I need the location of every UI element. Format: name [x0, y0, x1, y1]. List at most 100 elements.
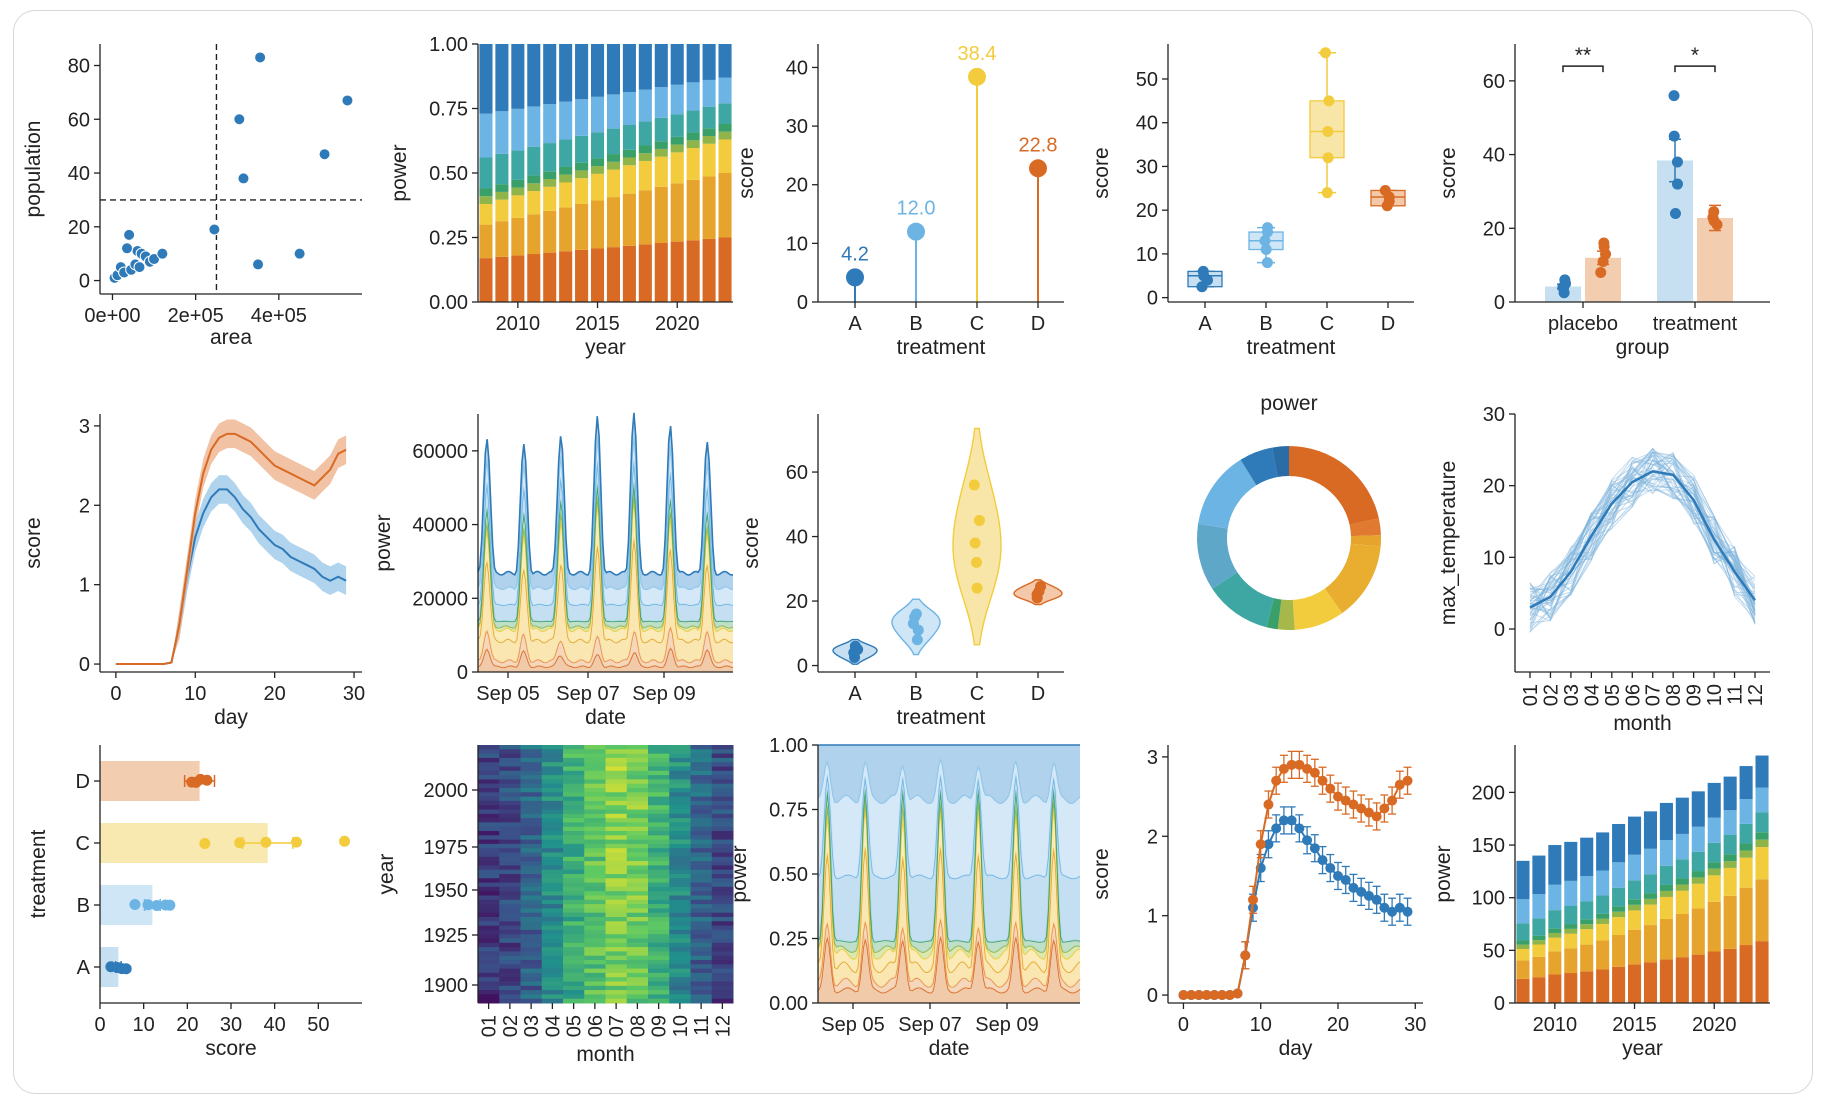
heatmap-cell — [584, 753, 606, 759]
series-point — [1286, 815, 1297, 826]
year-line — [1529, 477, 1756, 618]
stacked-bar-segment — [1755, 832, 1769, 840]
heatmap-cell — [669, 968, 691, 974]
heatmap-cell — [626, 882, 649, 888]
heatmap-cell — [605, 831, 628, 836]
heatmap-cell — [626, 843, 649, 849]
heatmap-cell — [605, 788, 628, 793]
stacked-bar-segment — [1548, 937, 1562, 952]
stacked-bar-segment — [543, 171, 557, 180]
heatmap-cell — [478, 882, 500, 888]
heatmap-cell — [520, 994, 543, 1000]
stacked-bar-segment — [702, 143, 716, 177]
x-tick-label: D — [1031, 313, 1045, 335]
stacked-bar-segment — [1755, 879, 1769, 942]
x-tick-label: 11 — [1725, 684, 1747, 705]
heatmap-cell — [711, 835, 734, 841]
heatmap-cell — [669, 805, 691, 810]
heatmap-cell — [541, 749, 564, 755]
heatmap-cell — [669, 843, 691, 849]
heatmap-cell — [584, 796, 606, 802]
heatmap-cell — [499, 775, 521, 780]
heatmap-cell — [520, 809, 543, 815]
heatmap-cell — [669, 878, 691, 884]
heatmap-cell — [626, 947, 649, 952]
heatmap-cell — [478, 977, 500, 982]
heatmap-cell — [563, 869, 585, 875]
x-tick-label: 05 — [564, 1015, 586, 1037]
stacked-bar-segment — [1659, 890, 1673, 897]
x-tick-label: 10 — [133, 1014, 155, 1036]
heatmap-cell — [690, 981, 713, 987]
stacked-bar-segment — [606, 44, 621, 95]
stacked-bar-segment — [1532, 855, 1546, 895]
series-point — [1402, 906, 1413, 917]
heatmap-cell — [648, 805, 670, 810]
heatmap-cell — [563, 813, 585, 819]
heatmap-cell — [626, 951, 649, 957]
y-axis-label: score — [740, 517, 763, 568]
stacked-bar-segment — [1739, 857, 1753, 888]
x-tick-label: A — [1198, 313, 1212, 335]
heatmap-cell — [626, 938, 649, 944]
y-tick-label: 40 — [786, 527, 808, 549]
lollipop-head — [968, 67, 986, 86]
stacked-bar-segment — [527, 146, 541, 176]
heatmap-cell — [690, 985, 713, 991]
stacked-bar-segment — [1659, 918, 1673, 960]
heatmap-cell — [520, 783, 543, 789]
heatmap-cell — [520, 899, 543, 905]
heatmap-cell — [690, 779, 713, 785]
stacked-bar-segment — [590, 132, 605, 159]
heatmap-cell — [541, 762, 564, 767]
heatmap-cell — [648, 951, 670, 957]
stacked-bar-segment — [1596, 895, 1610, 914]
stacked-bar-segment — [1691, 954, 1705, 1003]
heatmap-cell — [541, 822, 564, 828]
heatmap-cell — [669, 917, 691, 922]
heatmap-cell — [626, 899, 649, 905]
heatmap-cell — [499, 835, 521, 841]
series-point — [1186, 990, 1197, 1001]
y-tick-label: 30 — [786, 116, 808, 138]
y-axis-label: max_temperature — [1437, 461, 1460, 626]
heatmap-cell — [499, 831, 521, 836]
heatmap-cell — [711, 745, 734, 750]
year-line — [1529, 448, 1756, 625]
heatmap-cell — [626, 852, 649, 858]
heatmap-cell — [584, 852, 606, 858]
heatmap-cell — [626, 792, 649, 798]
stacked-bar-segment — [1532, 940, 1546, 945]
heatmap-cell — [605, 826, 628, 832]
heatmap-cell — [478, 775, 500, 780]
heatmap-cell — [648, 878, 670, 884]
heatmap-cell — [648, 775, 670, 780]
series-point — [1263, 839, 1274, 850]
heatmap-cell — [478, 886, 500, 892]
x-tick-label: Sep 05 — [476, 683, 539, 705]
heatmap-cell — [584, 848, 606, 853]
series-point — [1178, 990, 1189, 1001]
heatmap-cell — [478, 908, 500, 914]
heatmap-cell — [499, 912, 521, 918]
stacked-bar-segment — [686, 82, 700, 111]
chart-heatmap: 2000 1975 1950 1925 1900 01 02 03 04 05 06 07 08 09 10… — [375, 745, 734, 1066]
heatmap-cell — [478, 972, 500, 978]
x-tick-label: D — [1031, 683, 1045, 705]
stacked-bar-segment — [1643, 904, 1658, 926]
y-tick-label: 0 — [79, 271, 90, 293]
x-tick-label: 11 — [691, 1015, 713, 1036]
stacked-bar-segment — [559, 139, 573, 167]
violin-point — [968, 479, 980, 491]
x-tick-label: 08 — [627, 1015, 649, 1037]
heatmap-cell — [520, 848, 543, 853]
heatmap-cell — [563, 848, 585, 853]
y-tick-label: 30 — [1136, 156, 1158, 178]
series-point — [1294, 759, 1305, 770]
stacked-bar-segment — [638, 89, 652, 122]
y-tick-label: 40000 — [412, 515, 468, 537]
stacked-bar-segment — [511, 179, 525, 188]
heatmap-cell — [499, 925, 521, 931]
year-line — [1529, 488, 1756, 595]
y-axis-label: score — [1090, 848, 1113, 899]
